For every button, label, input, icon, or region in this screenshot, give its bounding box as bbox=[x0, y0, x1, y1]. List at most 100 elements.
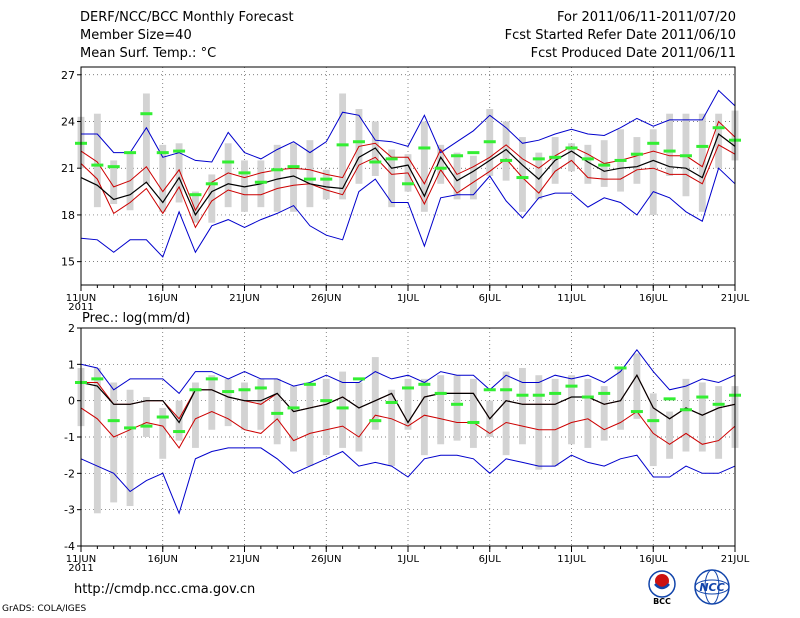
ensemble-box bbox=[224, 378, 232, 427]
ensemble-box bbox=[715, 386, 723, 459]
ensemble-box bbox=[388, 149, 396, 208]
ensemble-box bbox=[159, 144, 167, 212]
y-tick-label: -1 bbox=[64, 431, 75, 444]
header-right: For 2011/06/11-2011/07/20 Fcst Started R… bbox=[505, 10, 736, 64]
x-tick-label: 26JUN bbox=[311, 554, 341, 565]
ensemble-box bbox=[241, 382, 248, 430]
footer-url[interactable]: http://cmdp.ncc.cma.gov.cn bbox=[74, 582, 256, 597]
ensemble-box bbox=[93, 113, 101, 208]
x-tick-label: 6JUL bbox=[479, 554, 502, 565]
ensemble-box bbox=[192, 191, 199, 223]
ensemble-box bbox=[469, 378, 477, 448]
ensemble-box bbox=[404, 378, 412, 430]
ensemble-box bbox=[551, 378, 559, 467]
ensemble-box bbox=[568, 143, 575, 172]
x-tick-label: 21JUL bbox=[721, 554, 750, 565]
ensemble-box bbox=[93, 367, 101, 514]
ensemble-box bbox=[208, 174, 216, 223]
ensemble-box bbox=[617, 367, 624, 430]
ensemble-box bbox=[535, 375, 543, 470]
ensemble-box bbox=[649, 129, 657, 215]
ensemble-box bbox=[355, 382, 363, 452]
x-tick-label: 26JUN bbox=[311, 293, 341, 304]
p25-line bbox=[80, 144, 736, 229]
x-tick-label: 21JUN bbox=[229, 554, 259, 565]
ensemble-box bbox=[666, 113, 674, 176]
ensemble-box bbox=[633, 353, 641, 419]
ensemble-box bbox=[306, 140, 314, 208]
ensemble-box bbox=[519, 367, 526, 445]
ensemble-box bbox=[126, 389, 134, 507]
ensemble-box bbox=[453, 375, 461, 441]
ensemble-box bbox=[290, 143, 297, 212]
y-tick-label: 1 bbox=[68, 358, 75, 371]
ensemble-box bbox=[273, 378, 281, 445]
ensemble-box bbox=[535, 152, 543, 200]
y-tick-label: 18 bbox=[61, 209, 75, 222]
ensemble-box bbox=[453, 152, 461, 200]
y-tick-label: 0 bbox=[68, 395, 75, 408]
ensemble-box bbox=[224, 143, 232, 208]
ensemble-box bbox=[322, 378, 330, 456]
ensemble-box bbox=[715, 113, 723, 169]
p75-line bbox=[80, 120, 736, 212]
ensemble-box bbox=[437, 375, 445, 445]
ensemble-box bbox=[649, 393, 657, 467]
min-envelope-line bbox=[80, 447, 736, 515]
ensemble-box bbox=[698, 113, 706, 212]
ensemble-box bbox=[584, 144, 592, 184]
x-tick-label: 1JUL bbox=[397, 293, 420, 304]
ensemble-box bbox=[208, 375, 216, 430]
ensemble-box bbox=[600, 386, 608, 441]
ensemble-box bbox=[584, 378, 592, 448]
ncc-logo-text: NCC bbox=[699, 581, 724, 594]
y-tick-label: 2 bbox=[68, 322, 75, 335]
x-tick-label: 16JUN bbox=[148, 554, 178, 565]
y-tick-label: -2 bbox=[64, 467, 75, 480]
y-tick-label: 24 bbox=[61, 116, 75, 129]
x-tick-label: 16JUL bbox=[639, 293, 668, 304]
footer-credit: GrADS: COLA/IGES bbox=[2, 604, 87, 614]
x-tick-label: 21JUN bbox=[229, 293, 259, 304]
ensemble-box bbox=[502, 121, 510, 181]
ensemble-box bbox=[306, 382, 314, 467]
ensemble-box bbox=[175, 400, 183, 441]
x-tick-label: 11JUN bbox=[66, 293, 96, 304]
x-tick-label: 11JUN bbox=[66, 554, 96, 565]
ensemble-box bbox=[110, 160, 118, 205]
header-variable: Mean Surf. Temp.: °C bbox=[80, 46, 217, 61]
ensemble-box bbox=[241, 160, 248, 212]
p25-line bbox=[80, 407, 736, 449]
header-start-date: Fcst Started Refer Date 2011/06/10 bbox=[504, 28, 736, 43]
ensemble-box bbox=[682, 378, 690, 452]
bcc-logo: BCC bbox=[648, 570, 676, 606]
ensemble-box bbox=[192, 382, 199, 448]
ensemble-box bbox=[388, 389, 396, 467]
ensemble-mean-line bbox=[80, 373, 736, 424]
ensemble-box bbox=[371, 357, 379, 430]
panel-title-precip: Prec.: log(mm/d) bbox=[82, 311, 190, 326]
x-tick-label: 11JUL bbox=[557, 554, 586, 565]
y-tick-label: 21 bbox=[61, 162, 75, 175]
ncc-logo: NCC bbox=[694, 569, 730, 605]
x-tick-label: 6JUL bbox=[479, 293, 502, 304]
max-envelope-line bbox=[80, 348, 736, 395]
ensemble-box bbox=[633, 137, 641, 184]
ensemble-box bbox=[420, 378, 428, 456]
ensemble-box bbox=[142, 397, 150, 437]
x-tick-label: 11JUL bbox=[557, 293, 586, 304]
header-left: DERF/NCC/BCC Monthly Forecast Member Siz… bbox=[80, 10, 294, 64]
bcc-logo-text: BCC bbox=[653, 597, 671, 606]
ensemble-box bbox=[273, 144, 281, 212]
x-tick-year: 2011 bbox=[68, 302, 93, 313]
max-envelope-line bbox=[81, 89, 736, 163]
ensemble-box bbox=[175, 143, 183, 203]
header-period: For 2011/06/11-2011/07/20 bbox=[557, 10, 736, 25]
ensemble-box bbox=[142, 93, 150, 184]
ensemble-box bbox=[420, 121, 428, 212]
ensemble-box bbox=[110, 382, 118, 503]
y-tick-label: 27 bbox=[61, 69, 75, 82]
header-member-size: Member Size=40 bbox=[80, 28, 192, 43]
ensemble-box bbox=[568, 375, 575, 445]
